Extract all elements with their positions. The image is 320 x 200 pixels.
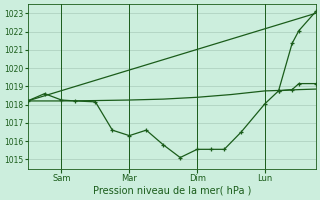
X-axis label: Pression niveau de la mer( hPa ): Pression niveau de la mer( hPa ): [92, 186, 251, 196]
